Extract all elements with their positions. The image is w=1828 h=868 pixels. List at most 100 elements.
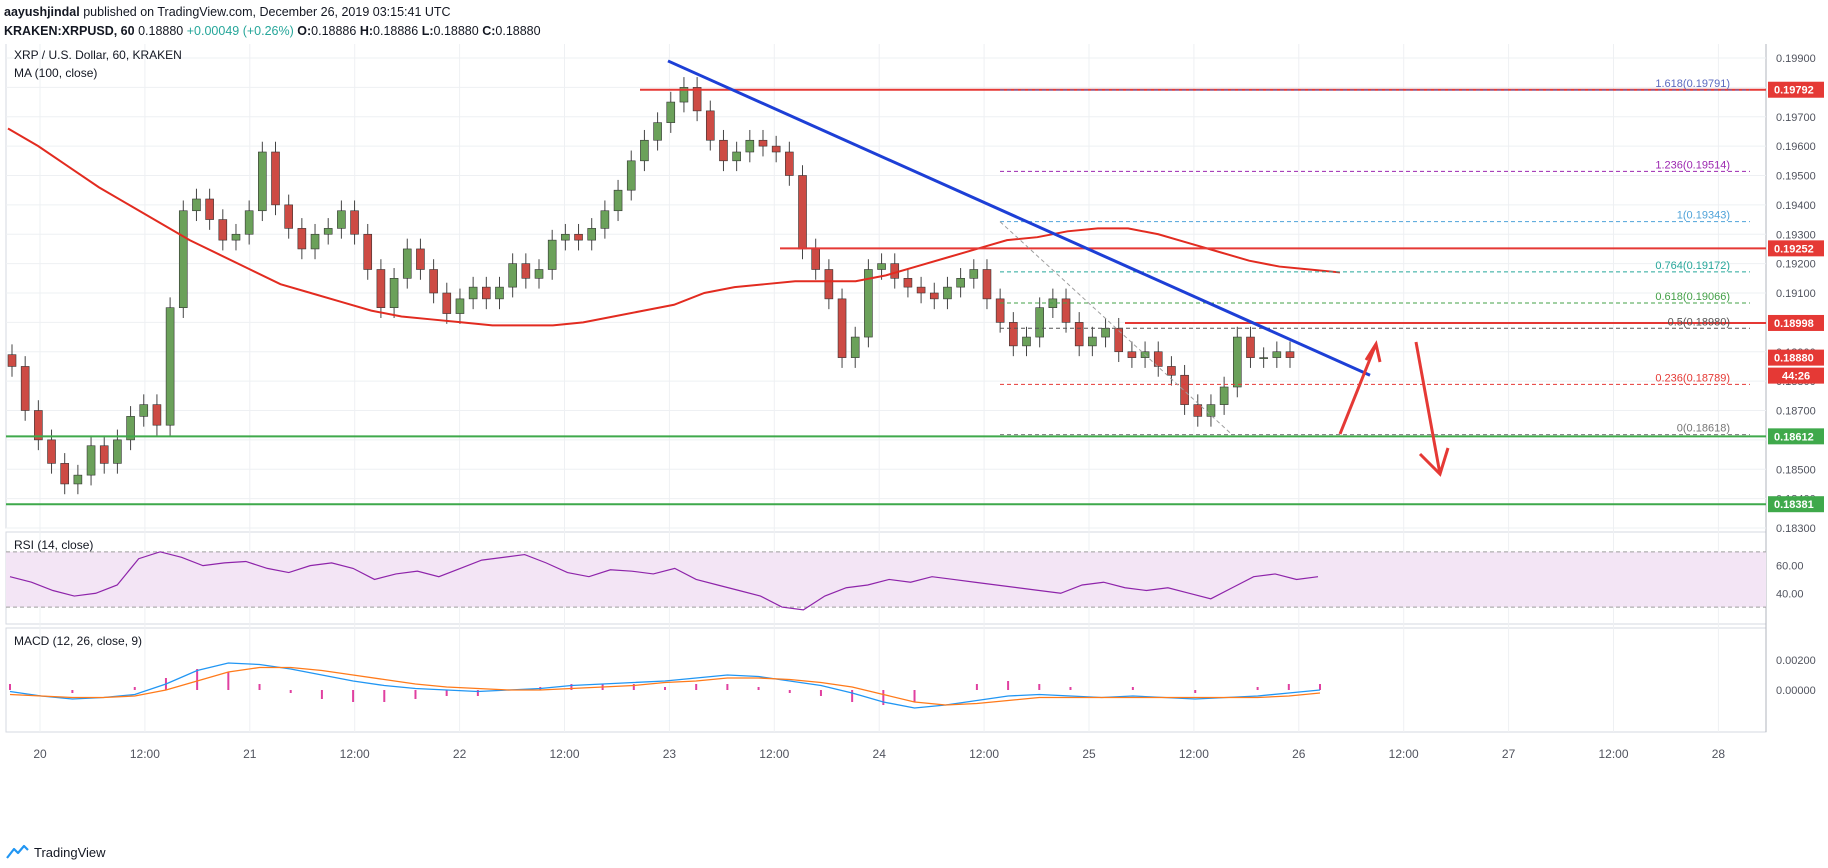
candle-body (864, 269, 873, 338)
open-label: O: (297, 24, 312, 38)
x-tick-label: 24 (873, 747, 887, 761)
candle-body (758, 139, 768, 147)
breakout-arrow-up (1338, 343, 1378, 435)
macd-tick-label: 0.00000 (1776, 685, 1816, 697)
candle-body (850, 336, 860, 358)
candle-body (1167, 366, 1176, 376)
y-tick-label: 0.18700 (1776, 406, 1816, 418)
author-name[interactable]: aayushjindal (4, 5, 80, 19)
candle-body (1061, 298, 1071, 323)
candle-body (7, 354, 17, 367)
low-label: L: (421, 24, 434, 38)
open-value: 0.18886 (311, 24, 357, 38)
candle-body (376, 269, 386, 308)
low-value: 0.18880 (433, 24, 479, 38)
price-tag (1768, 314, 1824, 331)
candle-body (1259, 357, 1268, 359)
candle-body (165, 307, 175, 426)
candle-body (99, 445, 109, 464)
y-tick-label: 0.19500 (1776, 171, 1816, 183)
candle-body (995, 298, 1005, 323)
y-tick-label: 0.19400 (1776, 200, 1816, 212)
y-tick-label: 0.19100 (1776, 288, 1816, 300)
candle-body (1180, 374, 1189, 405)
candle-body (719, 139, 728, 162)
candle-body (244, 210, 254, 235)
published-text: published on TradingView.com, December 2… (83, 5, 451, 19)
candle-body (600, 210, 610, 229)
x-tick-label: 12:00 (1598, 747, 1628, 761)
candle-body (1206, 404, 1216, 417)
ma-100-line (7, 127, 1341, 327)
price-pane (5, 44, 1767, 529)
candle-body (323, 228, 333, 235)
y-tick-label: 0.18500 (1776, 464, 1816, 476)
candle-body (785, 151, 794, 176)
candle-body (811, 248, 820, 270)
candle-body (113, 439, 122, 464)
candle-body (73, 474, 83, 485)
symbol-line: KRAKEN:XRPUSD, 60 0.18880 +0.00049 (+0.2… (4, 24, 541, 38)
candle-body (152, 404, 162, 426)
candle-body (1127, 351, 1137, 358)
y-tick-label: 0.19900 (1776, 53, 1816, 65)
price-tag-label: 0.18880 (1774, 353, 1814, 365)
close-value: 0.18880 (495, 24, 541, 38)
candle-body (47, 439, 56, 464)
candle-body (1246, 336, 1255, 358)
price-tag-label: 0.19792 (1774, 85, 1814, 97)
candle-body (956, 278, 965, 288)
fib-level-label: 1(0.19343) (1677, 210, 1730, 222)
candle-body (877, 263, 886, 270)
candle-body (982, 269, 992, 300)
candle-body (455, 298, 465, 314)
candle-body (429, 269, 438, 294)
candle-body (218, 219, 228, 241)
x-tick-label: 21 (243, 747, 257, 761)
publish-line: aayushjindal published on TradingView.co… (4, 5, 451, 19)
tradingview-footer: TradingView (0, 838, 300, 868)
candle-body (271, 151, 280, 206)
candle-body (1101, 327, 1110, 338)
price-chart[interactable]: 20 12:00 21 12:00 22 12:00 23 12:00 24 12:00 25 12:… (0, 44, 1828, 838)
candle-body (389, 278, 399, 308)
candle-body (653, 122, 662, 141)
countdown-tag (1768, 367, 1824, 384)
candle-body (192, 198, 201, 212)
candle-body (1193, 404, 1203, 417)
high-value: 0.18886 (373, 24, 419, 38)
x-tick-label: 12:00 (549, 747, 579, 761)
fib-level-label: 0(0.18618) (1677, 423, 1730, 435)
candle-body (916, 286, 926, 294)
candle-body (929, 292, 939, 300)
fib-level-label: 0.236(0.18789) (1655, 372, 1730, 384)
candle-body (547, 239, 557, 270)
candle-body (231, 233, 241, 241)
candle-body (521, 263, 531, 279)
candle-body (468, 286, 478, 300)
x-tick-label: 12:00 (130, 747, 160, 761)
symbol-text[interactable]: KRAKEN:XRPUSD, 60 (4, 24, 135, 38)
tradingview-brand[interactable]: TradingView (34, 845, 106, 860)
candle-body (1272, 351, 1282, 358)
x-tick-label: 23 (663, 747, 677, 761)
decline-arrowhead (1418, 447, 1450, 477)
price-tag (1768, 428, 1824, 445)
candle-body (626, 160, 636, 191)
x-tick-label: 27 (1502, 747, 1516, 761)
y-tick-label: 0.19200 (1776, 259, 1816, 271)
candle-body (60, 463, 70, 485)
candle-body (837, 298, 847, 358)
macd-signal-line (9, 666, 1321, 706)
price-tag (1768, 81, 1824, 98)
macd-tick-label: 0.00200 (1776, 655, 1816, 667)
decline-arrow-down (1414, 341, 1442, 475)
x-tick-label: 20 (33, 747, 47, 761)
candle-body (587, 228, 597, 241)
candle-body (337, 210, 346, 229)
candle-body (495, 286, 504, 300)
x-tick-label: 12:00 (340, 747, 370, 761)
x-tick-label: 26 (1292, 747, 1306, 761)
candle-body (666, 101, 676, 123)
fib-level-label: 0.5(0.18980) (1668, 316, 1730, 328)
